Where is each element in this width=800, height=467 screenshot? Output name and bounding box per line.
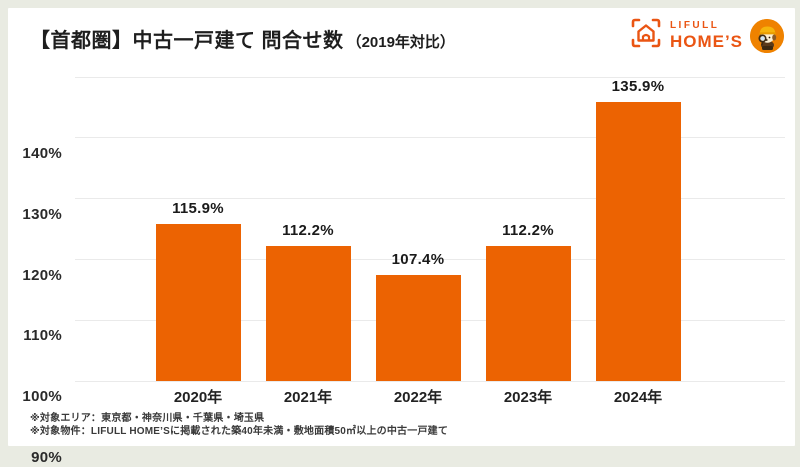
y-tick-label: 140%	[22, 145, 62, 162]
page-title-sub: （2019年対比）	[346, 34, 455, 51]
x-tick-label: 2022年	[393, 389, 443, 406]
bar-value-label: 112.2%	[282, 222, 334, 240]
x-tick-label: 2021年	[283, 389, 333, 406]
bar-value-label: 107.4%	[391, 251, 445, 269]
page-title-main: 【首都圏】中古一戸建て 問合せ数	[30, 30, 344, 52]
x-tick-label: 2020年	[173, 389, 223, 406]
gridline	[75, 137, 785, 139]
bar-2021年	[265, 246, 351, 381]
logo-homes-text: HOME’S	[669, 32, 743, 51]
bar-chart: 115.9% 2020年 112.2% 2021年 107.4% 2022年 112.2% 2…	[0, 76, 800, 466]
lifull-homes-logo: LIFULL HOME’S	[629, 16, 784, 55]
footnote-property: ※対象物件：LIFULL HOME’Sに掲載された築40年未満・敷地面積50㎡以…	[30, 426, 449, 437]
logo-wordmark: LIFULL HOME’S	[669, 20, 743, 51]
y-tick-label: 120%	[22, 266, 62, 284]
bar-value-label: 112.2%	[502, 222, 554, 240]
bar-value-label: 115.9%	[172, 199, 224, 217]
y-tick-label: 110%	[23, 327, 62, 345]
gridline	[75, 258, 785, 260]
bar-2022年	[375, 275, 461, 381]
house-frame-icon	[629, 16, 663, 55]
logo-lifull-text: LIFULL	[669, 20, 720, 31]
bar-2023年	[485, 246, 571, 381]
y-tick-label: 90%	[31, 449, 62, 466]
gridline	[75, 198, 785, 200]
x-tick-label: 2023年	[503, 389, 553, 406]
y-tick-label: 130%	[22, 205, 62, 223]
bar-2024年	[595, 101, 681, 381]
footnote-area: ※対象エリア：東京都・神奈川県・千葉県・埼玉県	[30, 413, 265, 424]
gridline	[75, 76, 785, 78]
footnotes: ※対象エリア：東京都・神奈川県・千葉県・埼玉県 ※対象物件：LIFULL HOM…	[30, 412, 448, 438]
homes-kun-mascot-icon	[750, 18, 784, 53]
bar-value-label: 135.9%	[611, 77, 665, 95]
plot-area: 115.9% 2020年 112.2% 2021年 107.4% 2022年 112.2% 2…	[75, 76, 785, 406]
page-title: 【首都圏】中古一戸建て 問合せ数 （2019年対比）	[30, 24, 455, 53]
y-tick-label: 100%	[22, 388, 62, 406]
gridline	[75, 380, 785, 382]
bar-2020年	[155, 223, 241, 381]
x-tick-label: 2024年	[613, 389, 663, 406]
